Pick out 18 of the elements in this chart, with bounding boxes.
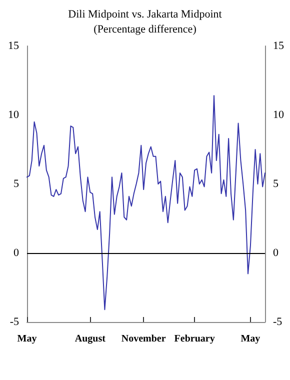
y2-tick-label: 5 xyxy=(273,178,279,190)
line-series xyxy=(26,95,266,310)
y-tick-label: 5 xyxy=(14,178,20,190)
x-tick-label: February xyxy=(174,334,215,344)
chart-subtitle: (Percentage difference) xyxy=(94,24,197,36)
x-tick-label: May xyxy=(17,334,37,344)
y-tick-label: 0 xyxy=(14,247,20,259)
y-tick-label: 15 xyxy=(8,40,20,52)
x-tick-label: November xyxy=(121,334,166,344)
y2-tick-label: -5 xyxy=(273,316,283,328)
y2-tick-label: 15 xyxy=(273,40,284,52)
x-tick-label: August xyxy=(74,334,106,344)
y-tick-label: -5 xyxy=(10,316,20,328)
x-tick-label: May xyxy=(240,334,260,344)
y2-tick-label: 0 xyxy=(273,247,279,259)
y-tick-label: 10 xyxy=(8,109,20,121)
y2-tick-label: 10 xyxy=(273,109,284,121)
chart-title: Dili Midpoint vs. Jakarta Midpoint xyxy=(68,8,222,20)
